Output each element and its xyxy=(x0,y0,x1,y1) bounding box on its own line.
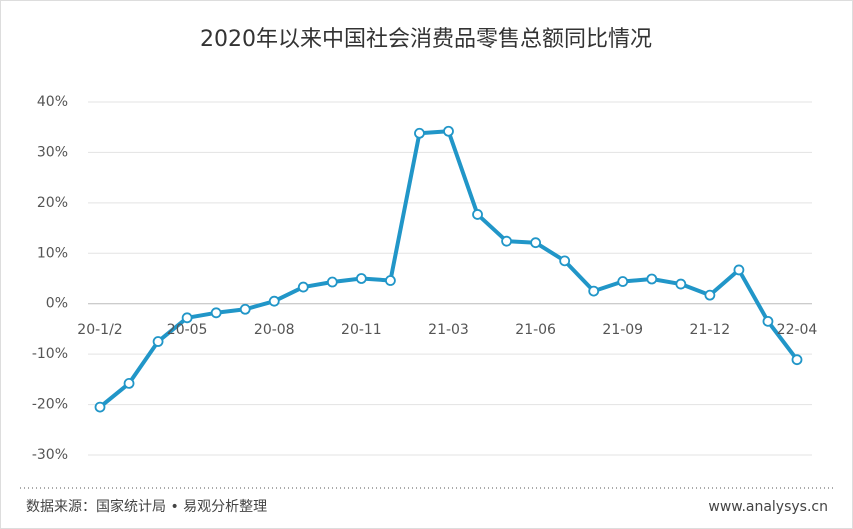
marker xyxy=(559,255,571,267)
y-tick-label: -30% xyxy=(32,447,68,463)
y-tick-label: 30% xyxy=(37,144,68,160)
chart-title: 2020年以来中国社会消费品零售总额同比情况 xyxy=(200,27,652,52)
y-tick-label: 40% xyxy=(37,94,68,110)
source: 数据来源：国家统计局 • 易观分析整理 xyxy=(26,498,267,515)
x-tick-label: 21-12 xyxy=(690,322,731,338)
marker xyxy=(239,303,251,315)
y-tick-label: 10% xyxy=(37,245,68,261)
y-tick-label: 0% xyxy=(46,296,68,312)
x-tick-label: 20-1/2 xyxy=(77,322,122,338)
marker xyxy=(617,276,629,287)
marker xyxy=(152,336,164,347)
y-tick-label: -10% xyxy=(32,346,68,362)
y-tick-label: 20% xyxy=(37,195,68,211)
marker xyxy=(501,235,512,247)
x-tick-label: 20-08 xyxy=(254,322,295,338)
website: www.analysys.cn xyxy=(708,499,828,515)
marker xyxy=(646,273,658,285)
marker xyxy=(123,377,135,389)
marker xyxy=(268,295,280,307)
x-tick-label: 20-11 xyxy=(341,322,382,338)
marker xyxy=(762,315,774,327)
x-tick-label: 20-05 xyxy=(167,322,208,338)
y-tick-label: -20% xyxy=(32,397,68,413)
marker xyxy=(326,276,338,288)
marker xyxy=(530,237,542,249)
x-tick-label: 21-06 xyxy=(515,322,556,338)
marker xyxy=(414,127,425,139)
marker xyxy=(588,285,600,297)
x-tick-label: 22-04 xyxy=(777,322,818,338)
marker xyxy=(355,273,367,284)
x-tick-label: 21-09 xyxy=(602,322,643,338)
marker xyxy=(94,401,106,413)
marker xyxy=(791,354,803,366)
marker xyxy=(210,307,222,319)
marker xyxy=(443,125,454,137)
marker xyxy=(704,289,716,301)
marker xyxy=(297,281,309,293)
marker xyxy=(675,278,687,290)
marker xyxy=(472,209,483,220)
x-tick-label: 21-03 xyxy=(428,322,469,338)
marker xyxy=(181,312,193,324)
marker xyxy=(385,275,396,286)
marker xyxy=(733,264,745,276)
